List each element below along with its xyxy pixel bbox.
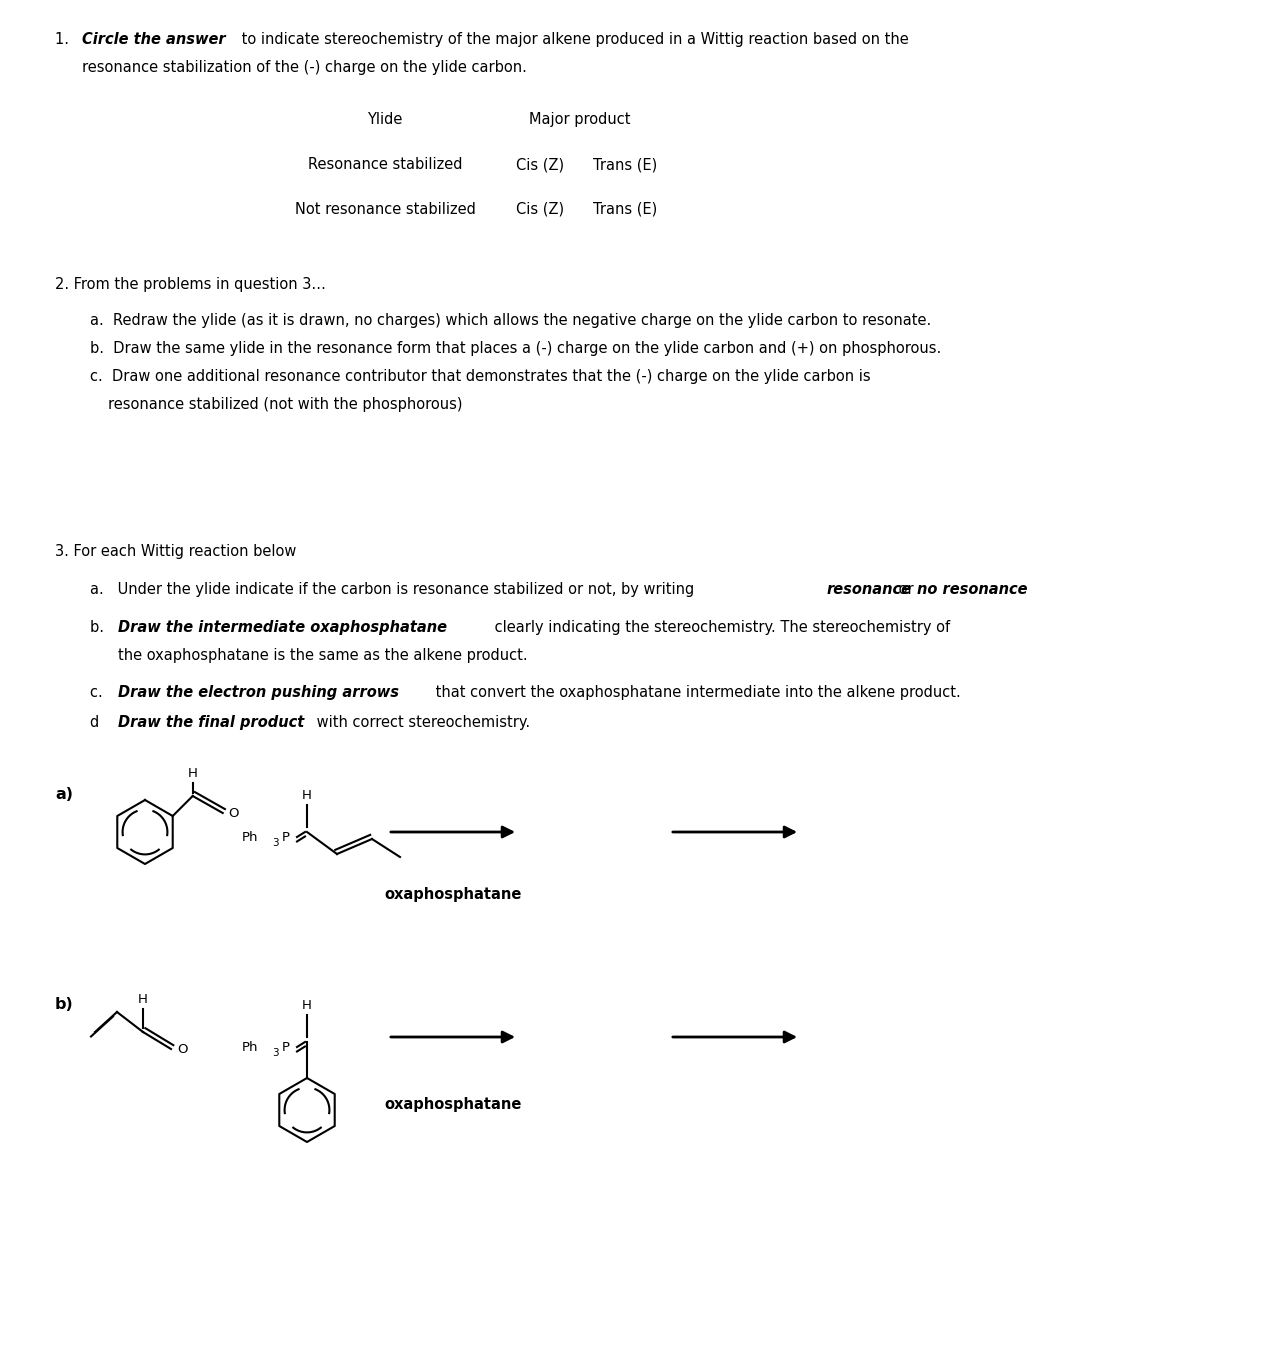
Text: 3: 3 [272, 1048, 279, 1057]
Text: d: d [90, 715, 113, 730]
Text: 2. From the problems in question 3…: 2. From the problems in question 3… [55, 278, 326, 292]
Text: with correct stereochemistry.: with correct stereochemistry. [312, 715, 530, 730]
Text: Draw the final product: Draw the final product [118, 715, 304, 730]
Text: or: or [894, 582, 918, 597]
Text: no resonance: no resonance [917, 582, 1027, 597]
Text: Not resonance stabilized: Not resonance stabilized [294, 202, 475, 217]
Text: resonance: resonance [827, 582, 912, 597]
Text: 3: 3 [272, 838, 279, 848]
Text: to indicate stereochemistry of the major alkene produced in a Wittig reaction ba: to indicate stereochemistry of the major… [238, 32, 909, 47]
Text: b): b) [55, 997, 73, 1011]
Text: a): a) [55, 787, 73, 802]
Text: Ph: Ph [241, 830, 258, 844]
Text: H: H [187, 766, 198, 780]
Text: .: . [1009, 582, 1014, 597]
Text: clearly indicating the stereochemistry. The stereochemistry of: clearly indicating the stereochemistry. … [490, 620, 950, 635]
Text: a.   Under the ylide indicate if the carbon is resonance stabilized or not, by w: a. Under the ylide indicate if the carbo… [90, 582, 698, 597]
Text: H: H [139, 992, 148, 1006]
Text: resonance stabilization of the (-) charge on the ylide carbon.: resonance stabilization of the (-) charg… [82, 60, 526, 74]
Text: c.: c. [90, 685, 117, 700]
Text: Cis (Z): Cis (Z) [516, 157, 564, 172]
Text: oxaphosphatane: oxaphosphatane [384, 1097, 521, 1112]
Text: Draw the electron pushing arrows: Draw the electron pushing arrows [118, 685, 399, 700]
Text: P: P [282, 830, 290, 844]
Text: O: O [177, 1043, 187, 1056]
Text: Trans (E): Trans (E) [593, 202, 657, 217]
Text: O: O [229, 807, 239, 819]
Text: Circle the answer: Circle the answer [82, 32, 226, 47]
Text: a.  Redraw the ylide (as it is drawn, no charges) which allows the negative char: a. Redraw the ylide (as it is drawn, no … [90, 313, 931, 328]
Text: b.  Draw the same ylide in the resonance form that places a (-) charge on the yl: b. Draw the same ylide in the resonance … [90, 341, 941, 356]
Text: b.: b. [90, 620, 118, 635]
Text: resonance stabilized (not with the phosphorous): resonance stabilized (not with the phosp… [108, 397, 462, 412]
Text: H: H [302, 789, 312, 802]
Text: the oxaphosphatane is the same as the alkene product.: the oxaphosphatane is the same as the al… [118, 649, 528, 663]
Text: Cis (Z): Cis (Z) [516, 202, 564, 217]
Text: that convert the oxaphosphatane intermediate into the alkene product.: that convert the oxaphosphatane intermed… [431, 685, 960, 700]
Text: c.  Draw one additional resonance contributor that demonstrates that the (-) cha: c. Draw one additional resonance contrib… [90, 370, 871, 385]
Text: 3. For each Wittig reaction below: 3. For each Wittig reaction below [55, 544, 297, 559]
Text: oxaphosphatane: oxaphosphatane [384, 887, 521, 902]
Text: Ylide: Ylide [367, 112, 403, 127]
Text: Resonance stabilized: Resonance stabilized [308, 157, 462, 172]
Text: Ph: Ph [241, 1040, 258, 1053]
Text: 1.: 1. [55, 32, 73, 47]
Text: Major product: Major product [529, 112, 630, 127]
Text: Trans (E): Trans (E) [593, 157, 657, 172]
Text: H: H [302, 999, 312, 1011]
Text: P: P [282, 1040, 290, 1053]
Text: Draw the intermediate oxaphosphatane: Draw the intermediate oxaphosphatane [118, 620, 447, 635]
